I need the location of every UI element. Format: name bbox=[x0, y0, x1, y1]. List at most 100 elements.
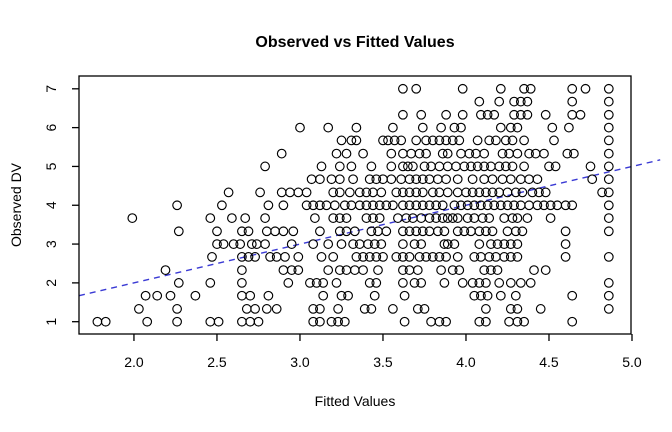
data-point bbox=[255, 187, 265, 198]
data-point bbox=[426, 316, 436, 327]
data-point bbox=[218, 239, 229, 249]
data-point bbox=[509, 96, 519, 107]
data-point bbox=[545, 213, 556, 223]
data-point bbox=[417, 174, 428, 185]
data-point bbox=[539, 148, 549, 159]
data-point bbox=[482, 200, 493, 211]
data-point bbox=[575, 109, 586, 120]
data-point bbox=[361, 187, 372, 198]
data-point bbox=[417, 200, 428, 211]
data-point bbox=[472, 135, 483, 146]
data-point bbox=[227, 213, 237, 223]
data-point bbox=[344, 187, 355, 198]
data-point bbox=[476, 200, 486, 211]
y-tick-label: 2 bbox=[43, 279, 59, 287]
data-point bbox=[260, 161, 270, 172]
data-point bbox=[412, 265, 423, 275]
data-point bbox=[396, 174, 407, 185]
data-point bbox=[260, 239, 270, 249]
data-point bbox=[507, 161, 518, 172]
data-point bbox=[603, 200, 614, 211]
data-point bbox=[386, 174, 397, 185]
data-point bbox=[597, 187, 607, 198]
data-point bbox=[321, 200, 332, 211]
data-point bbox=[507, 213, 518, 223]
data-point bbox=[603, 135, 614, 146]
data-point bbox=[368, 213, 378, 223]
data-point bbox=[449, 122, 460, 133]
data-point bbox=[564, 122, 574, 133]
data-point bbox=[207, 252, 217, 262]
data-point bbox=[524, 174, 534, 185]
data-point bbox=[499, 252, 510, 262]
data-point bbox=[486, 161, 496, 172]
data-point bbox=[479, 161, 490, 172]
data-point bbox=[250, 252, 260, 262]
data-point bbox=[416, 213, 427, 223]
data-point bbox=[517, 187, 528, 198]
data-point bbox=[519, 135, 529, 146]
data-point bbox=[431, 213, 441, 223]
data-point bbox=[524, 200, 534, 211]
y-tick-label: 5 bbox=[43, 162, 59, 170]
data-point bbox=[311, 278, 322, 288]
data-point bbox=[587, 174, 598, 185]
data-point bbox=[469, 200, 480, 211]
data-point bbox=[276, 148, 287, 159]
data-point bbox=[100, 316, 111, 327]
data-point bbox=[408, 161, 418, 172]
data-point bbox=[482, 290, 493, 301]
y-axis-label: Observed DV bbox=[8, 162, 24, 247]
data-point bbox=[421, 135, 431, 146]
data-point bbox=[567, 316, 578, 327]
data-point bbox=[567, 109, 578, 120]
data-point bbox=[454, 135, 465, 146]
data-point bbox=[494, 187, 505, 198]
data-point bbox=[603, 226, 614, 237]
data-point bbox=[539, 200, 549, 211]
data-point bbox=[477, 213, 488, 223]
data-point bbox=[270, 226, 280, 237]
data-point bbox=[510, 187, 521, 198]
data-point bbox=[567, 96, 578, 107]
data-point bbox=[431, 200, 441, 211]
data-point bbox=[487, 226, 498, 237]
data-point bbox=[245, 316, 256, 327]
data-point bbox=[341, 265, 352, 275]
data-point bbox=[585, 161, 596, 172]
data-point bbox=[441, 109, 451, 120]
data-point bbox=[190, 290, 201, 301]
data-point bbox=[456, 200, 466, 211]
data-point bbox=[434, 316, 445, 327]
data-point bbox=[512, 304, 523, 314]
data-point bbox=[336, 135, 347, 146]
data-point bbox=[469, 290, 480, 301]
data-point bbox=[403, 161, 413, 172]
data-point bbox=[334, 226, 345, 237]
data-point bbox=[481, 187, 491, 198]
data-point bbox=[519, 161, 529, 172]
data-point bbox=[419, 161, 430, 172]
data-point bbox=[474, 316, 485, 327]
data-point bbox=[467, 187, 478, 198]
data-point bbox=[603, 96, 614, 107]
data-point bbox=[447, 265, 458, 275]
data-point bbox=[381, 226, 392, 237]
data-point bbox=[165, 290, 176, 301]
data-point bbox=[228, 239, 239, 249]
data-point bbox=[331, 148, 342, 159]
data-point bbox=[567, 200, 578, 211]
data-point bbox=[271, 252, 282, 262]
data-point bbox=[462, 200, 473, 211]
data-point bbox=[237, 265, 247, 275]
data-point bbox=[424, 200, 435, 211]
data-point bbox=[351, 122, 362, 133]
data-point bbox=[492, 265, 503, 275]
data-point bbox=[374, 200, 385, 211]
data-point bbox=[484, 213, 495, 223]
data-point bbox=[417, 226, 428, 237]
data-point bbox=[285, 187, 295, 198]
data-point bbox=[447, 135, 458, 146]
data-point bbox=[173, 226, 184, 237]
